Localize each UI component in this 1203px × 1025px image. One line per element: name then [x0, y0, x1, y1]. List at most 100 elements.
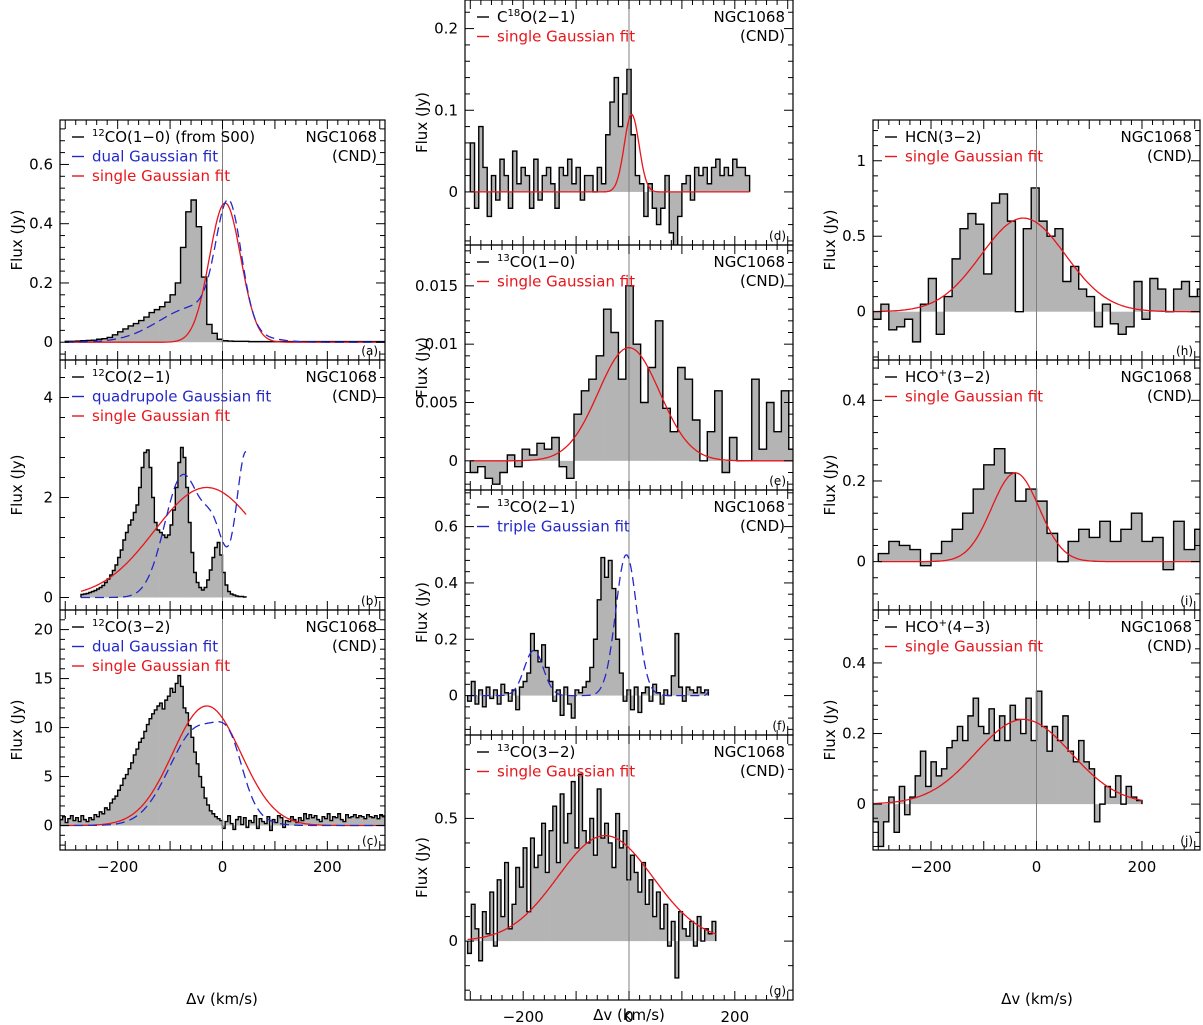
- y-tick-label: 5: [43, 768, 53, 786]
- spectrum-bin: [615, 639, 620, 696]
- source-label: NGC1068: [714, 498, 786, 516]
- legend-entry: triple Gaussian fit: [497, 518, 630, 536]
- spectrum-bin: [243, 817, 247, 826]
- spectrum-bin: [112, 799, 116, 826]
- spectrum-bin: [143, 731, 147, 826]
- spectrum-bin: [614, 77, 619, 192]
- spectrum-bin: [994, 448, 1006, 562]
- spectrum-bin: [99, 587, 103, 598]
- spectrum-bin: [604, 577, 609, 696]
- spectrum-bin: [1036, 501, 1048, 562]
- spectrum-bin: [781, 390, 790, 461]
- spectrum-bin: [554, 191, 560, 209]
- spectrum-bin: [700, 692, 705, 696]
- spectrum-bin: [693, 941, 698, 947]
- spectrum-bin: [486, 687, 491, 696]
- spectrum-bin: [1047, 533, 1058, 562]
- spectrum-bin: [1197, 289, 1200, 312]
- legend-entry: C18O(2−1): [497, 8, 575, 26]
- spectrum-bin: [973, 698, 979, 805]
- spectrum-bin: [597, 788, 602, 942]
- y-tick-label: 0.2: [842, 725, 866, 743]
- spectrum-bin: [656, 892, 661, 942]
- spectrum-bin: [206, 324, 213, 343]
- spectrum-bin: [641, 862, 646, 942]
- spectrum-bin: [311, 817, 315, 826]
- spectrum-bin: [235, 819, 239, 826]
- spectrum-bin: [1015, 501, 1027, 562]
- spectrum-bin: [573, 414, 582, 461]
- spectrum-bin: [70, 815, 74, 826]
- spectrum-bin: [141, 467, 145, 598]
- spectrum-bin: [631, 134, 636, 192]
- spectrum-bin: [209, 810, 213, 826]
- plot-area-b: [80, 360, 247, 610]
- spectrum-bin: [1115, 775, 1122, 805]
- spectrum-bin: [327, 813, 331, 826]
- spectrum-bin: [183, 457, 187, 598]
- spectrum-bin: [314, 815, 318, 826]
- spectrum-bin: [615, 813, 620, 942]
- spectrum-bin: [107, 579, 111, 598]
- plot-area-g: [466, 735, 717, 1000]
- spectrum-bin: [1173, 521, 1185, 562]
- multi-gaussian-fit-curve: [81, 450, 247, 599]
- panel-label: (b): [361, 594, 378, 608]
- spectrum-bin: [125, 532, 129, 598]
- spectrum-bin: [686, 175, 691, 192]
- spectrum-bin: [491, 175, 496, 192]
- spectrum-bin: [377, 818, 381, 826]
- spectrum-bin: [508, 191, 513, 209]
- spectrum-bin: [128, 325, 134, 343]
- source-label: NGC1068: [714, 253, 786, 271]
- spectrum-bin: [104, 807, 108, 826]
- spectrum-bin: [582, 687, 587, 696]
- spectrum-bin: [671, 675, 676, 696]
- spectrum-bin: [883, 804, 890, 822]
- spectrum-bin: [73, 820, 77, 826]
- single-gaussian-fit-curve: [873, 217, 1200, 313]
- spectrum-bin: [188, 725, 192, 826]
- spectrum-bin: [983, 273, 992, 312]
- spectrum-bin: [549, 681, 554, 696]
- spectrum-bin: [136, 749, 139, 826]
- spectrum-bin: [609, 102, 615, 192]
- y-tick-label: 0: [448, 932, 458, 950]
- spectrum-bin: [214, 816, 218, 826]
- legend-entry: 12CO(1−0) (from S00): [92, 128, 255, 146]
- y-tick-label: 0.6: [434, 518, 458, 536]
- spectrum-bin: [1094, 311, 1103, 327]
- spectrum-bin: [183, 707, 187, 826]
- spectrum-bin: [920, 561, 932, 566]
- spectrum-bin: [489, 695, 494, 699]
- spectrum-bin: [201, 277, 208, 343]
- spectrum-bin: [909, 797, 916, 805]
- plot-area-f: [466, 490, 710, 735]
- y-tick-label: 0.1: [434, 101, 458, 119]
- panel-label: (c): [362, 834, 378, 848]
- legend-entry: single Gaussian fit: [497, 763, 635, 781]
- spectrum-bin: [589, 667, 594, 696]
- y-axis-label: Flux (Jy): [413, 837, 431, 898]
- spectrum-bin: [348, 817, 352, 826]
- spectrum-bin: [1163, 561, 1174, 570]
- spectrum-bin: [1068, 541, 1079, 562]
- xlabel-left: Δv (km/s): [186, 990, 258, 1008]
- spectrum-bin: [1078, 289, 1087, 312]
- spectrum-bin: [630, 855, 635, 942]
- spectrum-bin: [222, 340, 229, 343]
- spectrum-bin: [495, 191, 501, 201]
- panel-j: −200 0 200 0 0.2 0.4 Flux (Jy) HCO+(4−3) single …: [821, 609, 1201, 876]
- spectrum-bin: [101, 338, 108, 343]
- spectrum-bin: [1099, 521, 1111, 562]
- spectrum-bin: [343, 821, 346, 826]
- spectrum-bin: [530, 633, 535, 696]
- spectrum-bin: [682, 695, 687, 702]
- x-tick-label: 200: [1128, 858, 1157, 876]
- spectrum-bin: [143, 317, 150, 343]
- spectrum-bin: [149, 312, 155, 343]
- spectrum-bin: [172, 510, 176, 598]
- spectrum-bin: [560, 695, 565, 716]
- y-tick-label: 0.2: [29, 274, 53, 292]
- spectrum-bin: [170, 294, 176, 343]
